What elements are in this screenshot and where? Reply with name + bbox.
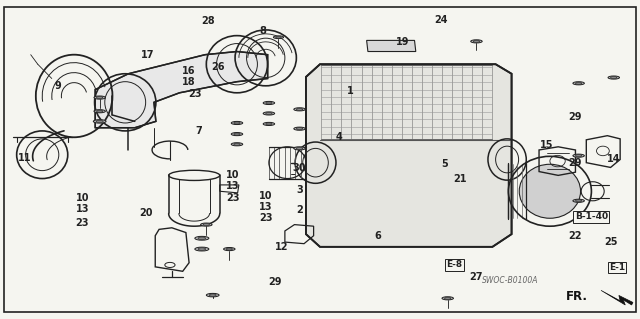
Text: 20: 20 <box>140 209 153 219</box>
Text: 16: 16 <box>182 66 196 76</box>
Ellipse shape <box>198 248 205 250</box>
Text: 24: 24 <box>435 15 448 25</box>
Text: E-1: E-1 <box>609 263 625 272</box>
Ellipse shape <box>573 82 584 85</box>
Polygon shape <box>306 64 511 247</box>
Ellipse shape <box>263 122 275 125</box>
Ellipse shape <box>263 112 275 115</box>
Text: 17: 17 <box>141 50 154 60</box>
Ellipse shape <box>263 101 275 105</box>
Text: 13: 13 <box>76 204 89 214</box>
Text: 1: 1 <box>348 86 354 96</box>
Ellipse shape <box>231 132 243 136</box>
Text: 13: 13 <box>226 181 239 191</box>
Text: 22: 22 <box>569 231 582 241</box>
Ellipse shape <box>96 120 103 122</box>
Polygon shape <box>95 51 268 128</box>
Ellipse shape <box>276 36 282 38</box>
Ellipse shape <box>470 40 482 43</box>
Text: 4: 4 <box>336 132 342 142</box>
Ellipse shape <box>611 77 617 78</box>
Ellipse shape <box>575 155 582 157</box>
Text: 15: 15 <box>540 140 554 150</box>
Ellipse shape <box>294 108 305 111</box>
Text: 25: 25 <box>604 237 618 247</box>
Text: 29: 29 <box>269 277 282 287</box>
Ellipse shape <box>234 122 240 124</box>
Ellipse shape <box>94 110 106 113</box>
Text: 18: 18 <box>182 77 196 87</box>
Ellipse shape <box>474 40 479 42</box>
Ellipse shape <box>93 120 106 123</box>
Ellipse shape <box>573 154 584 157</box>
Ellipse shape <box>97 110 103 112</box>
Text: 14: 14 <box>607 154 621 165</box>
Ellipse shape <box>519 164 580 218</box>
Text: 23: 23 <box>226 193 239 203</box>
Ellipse shape <box>266 112 272 115</box>
Text: 23: 23 <box>76 218 89 228</box>
Ellipse shape <box>198 237 205 240</box>
Ellipse shape <box>294 127 305 130</box>
Polygon shape <box>367 41 416 51</box>
Ellipse shape <box>273 36 284 39</box>
Polygon shape <box>601 290 633 305</box>
Text: 10: 10 <box>259 191 273 201</box>
Text: SWOC-B0100A: SWOC-B0100A <box>482 276 538 285</box>
Ellipse shape <box>573 199 584 202</box>
Ellipse shape <box>206 293 219 297</box>
Text: 30: 30 <box>293 163 307 174</box>
Text: B-1-40: B-1-40 <box>575 212 608 221</box>
Ellipse shape <box>442 297 454 300</box>
Ellipse shape <box>231 122 243 124</box>
Ellipse shape <box>296 108 303 110</box>
Text: 2: 2 <box>296 205 303 215</box>
Ellipse shape <box>266 102 272 104</box>
Text: 10: 10 <box>226 170 239 180</box>
Text: 10: 10 <box>76 193 89 203</box>
Ellipse shape <box>223 248 235 251</box>
Ellipse shape <box>200 223 212 226</box>
Text: 29: 29 <box>569 158 582 168</box>
Text: FR.: FR. <box>566 290 588 303</box>
Ellipse shape <box>608 76 620 79</box>
Ellipse shape <box>266 123 272 125</box>
Text: 5: 5 <box>441 159 448 169</box>
Text: E-8: E-8 <box>446 260 462 270</box>
Ellipse shape <box>231 143 243 146</box>
Text: 8: 8 <box>259 26 266 36</box>
Text: 27: 27 <box>470 272 483 282</box>
Text: 11: 11 <box>18 153 32 163</box>
Ellipse shape <box>445 297 451 299</box>
Ellipse shape <box>575 82 582 84</box>
Text: 19: 19 <box>396 37 410 47</box>
Ellipse shape <box>97 97 103 99</box>
Ellipse shape <box>296 128 303 130</box>
Text: 12: 12 <box>275 242 289 252</box>
Text: 9: 9 <box>55 81 61 92</box>
Text: 29: 29 <box>569 112 582 122</box>
Ellipse shape <box>226 248 232 250</box>
Ellipse shape <box>234 143 240 145</box>
Ellipse shape <box>195 236 209 240</box>
Ellipse shape <box>575 200 582 202</box>
Text: 21: 21 <box>454 174 467 183</box>
Text: 13: 13 <box>259 202 273 212</box>
Text: 3: 3 <box>296 185 303 195</box>
Text: 23: 23 <box>189 89 202 100</box>
Ellipse shape <box>195 247 209 251</box>
Ellipse shape <box>203 224 209 226</box>
Text: 7: 7 <box>195 126 202 136</box>
Ellipse shape <box>209 294 216 296</box>
Text: 6: 6 <box>374 231 381 241</box>
Text: 26: 26 <box>211 63 225 72</box>
Ellipse shape <box>234 133 240 135</box>
Text: 28: 28 <box>202 16 215 26</box>
Ellipse shape <box>296 147 303 149</box>
Ellipse shape <box>94 96 106 99</box>
Ellipse shape <box>294 147 305 150</box>
Text: 23: 23 <box>259 213 273 223</box>
